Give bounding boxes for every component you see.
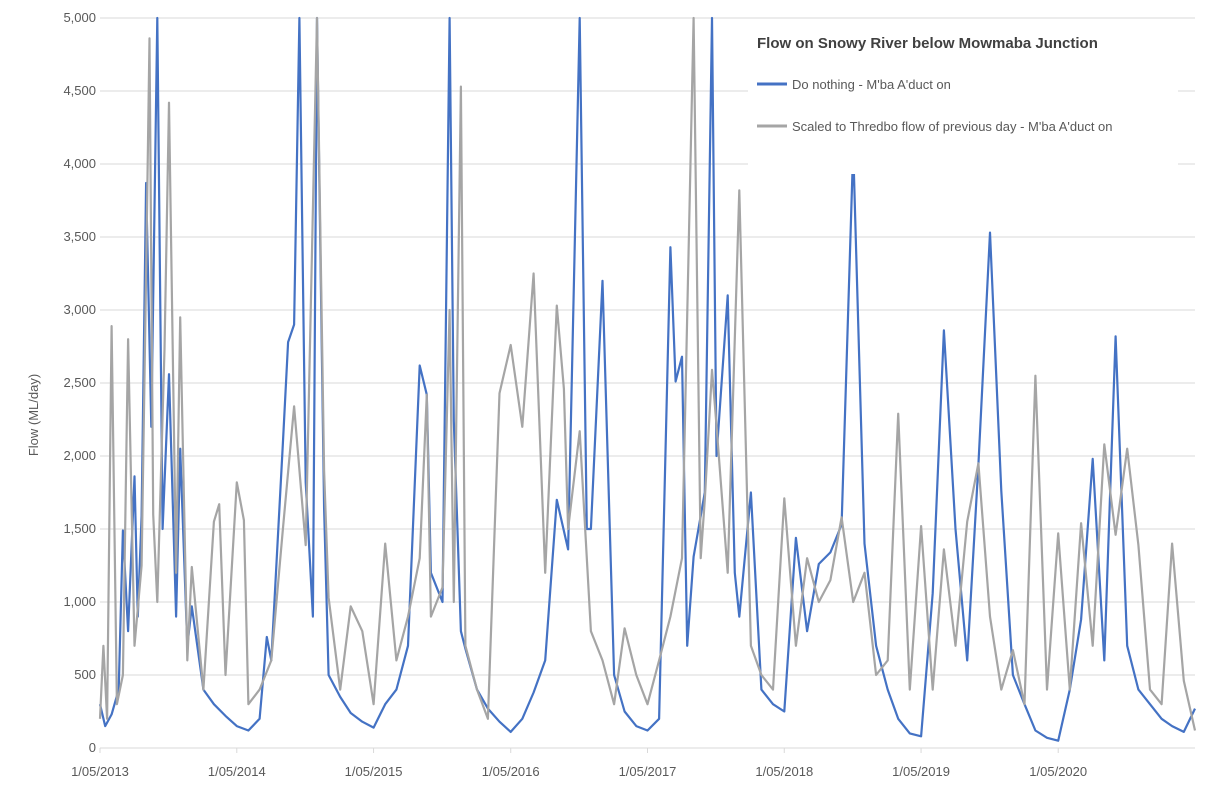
y-tick-label: 4,500	[63, 83, 96, 98]
chart-title: Flow on Snowy River below Mowmaba Juncti…	[757, 35, 1098, 52]
legend-label-1: Do nothing - M'ba A'duct on	[792, 77, 951, 92]
y-tick-label: 4,000	[63, 156, 96, 171]
y-axis-ticks: 0 500 1,000 1,500 2,000 2,500 3,000 3,500 4,000 4…	[63, 10, 96, 755]
y-tick-label: 3,500	[63, 229, 96, 244]
y-tick-label: 3,000	[63, 302, 96, 317]
legend-label-2: Scaled to Thredbo flow of previous day -…	[792, 119, 1113, 134]
y-tick-label: 2,500	[63, 375, 96, 390]
y-tick-label: 2,000	[63, 448, 96, 463]
y-tick-label: 500	[74, 667, 96, 682]
x-tick-label: 1/05/2013	[71, 764, 129, 779]
x-tick-label: 1/05/2015	[345, 764, 403, 779]
x-tick-label: 1/05/2014	[208, 764, 266, 779]
x-tick-label: 1/05/2016	[482, 764, 540, 779]
y-axis-label: Flow (ML/day)	[26, 374, 41, 456]
x-tick-label: 1/05/2019	[892, 764, 950, 779]
x-tick-label: 1/05/2017	[619, 764, 677, 779]
y-tick-label: 1,000	[63, 594, 96, 609]
x-axis-ticks: 1/05/2013 1/05/2014 1/05/2015 1/05/2016 1/05…	[71, 748, 1087, 779]
x-tick-label: 1/05/2020	[1029, 764, 1087, 779]
legend: Do nothing - M'ba A'duct on Scaled to Thr…	[757, 77, 1113, 134]
series-lines	[98, 16, 1197, 742]
y-tick-label: 1,500	[63, 521, 96, 536]
x-tick-label: 1/05/2018	[755, 764, 813, 779]
legend-box	[748, 26, 1178, 174]
y-tick-label: 5,000	[63, 10, 96, 25]
series-line-2	[98, 16, 1197, 731]
y-tick-label: 0	[89, 740, 96, 755]
series-line-1	[98, 16, 1196, 742]
